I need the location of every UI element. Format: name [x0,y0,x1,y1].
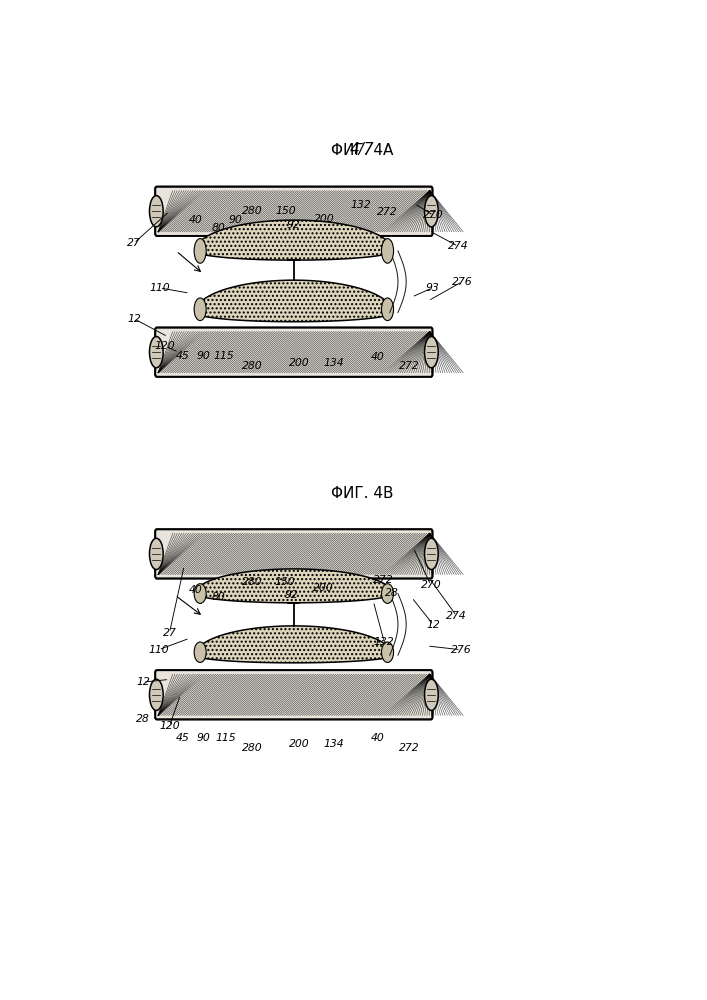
Text: 45: 45 [176,351,189,361]
Ellipse shape [424,196,438,227]
Text: 115: 115 [215,733,235,743]
Polygon shape [195,280,392,322]
Text: 28: 28 [385,588,398,598]
Text: 272: 272 [377,207,397,217]
Ellipse shape [194,239,206,263]
Ellipse shape [194,642,206,662]
Text: 276: 276 [452,277,472,287]
Text: 200: 200 [289,739,310,749]
Text: 12: 12 [136,677,150,687]
FancyBboxPatch shape [156,328,433,377]
Text: 280: 280 [243,743,263,753]
Ellipse shape [382,584,394,603]
Polygon shape [195,220,392,260]
Text: 40: 40 [188,215,202,225]
Text: 120: 120 [159,721,180,731]
FancyBboxPatch shape [156,529,433,579]
Text: 280: 280 [243,361,263,371]
Ellipse shape [149,337,163,368]
Ellipse shape [149,196,163,227]
Ellipse shape [424,337,438,368]
Text: 200: 200 [289,358,310,368]
Text: 28: 28 [136,714,150,724]
Ellipse shape [194,584,206,603]
Text: 270: 270 [421,580,441,590]
Text: 80: 80 [211,223,225,233]
Text: 134: 134 [324,358,344,368]
Text: 132: 132 [351,200,372,210]
Text: 110: 110 [148,645,169,655]
Polygon shape [195,626,392,663]
Text: 40: 40 [370,733,385,743]
Ellipse shape [149,538,163,570]
Text: 132: 132 [374,637,395,647]
Text: 92: 92 [287,220,300,230]
Ellipse shape [424,538,438,570]
Ellipse shape [382,642,394,662]
Text: 272: 272 [373,575,394,585]
Text: 80: 80 [211,592,225,602]
Text: 115: 115 [214,351,235,361]
Text: 45: 45 [176,733,189,743]
Text: 110: 110 [149,283,170,293]
Text: 134: 134 [324,739,344,749]
Text: 4/7: 4/7 [350,142,375,157]
Ellipse shape [382,239,394,263]
Ellipse shape [424,679,438,710]
Text: 200: 200 [314,214,334,224]
Ellipse shape [149,679,163,710]
Text: 90: 90 [228,215,242,225]
Text: 274: 274 [446,611,467,621]
Text: 272: 272 [399,361,419,371]
Text: 270: 270 [423,210,444,220]
Text: 120: 120 [155,341,175,351]
Text: 40: 40 [188,585,202,595]
Text: 93: 93 [426,283,439,293]
Text: 274: 274 [448,241,469,251]
FancyBboxPatch shape [156,187,433,236]
Text: 280: 280 [243,206,263,216]
Text: 27: 27 [163,628,176,638]
FancyBboxPatch shape [156,670,433,719]
Text: ΦИГ. 4В: ΦИГ. 4В [331,486,394,501]
Polygon shape [195,569,392,603]
Text: 90: 90 [197,733,210,743]
Text: 90: 90 [197,351,210,361]
Text: 27: 27 [127,238,141,248]
Ellipse shape [382,298,394,321]
Text: 272: 272 [399,743,419,753]
Text: 150: 150 [275,206,296,216]
Text: 40: 40 [370,352,385,362]
Text: 200: 200 [312,583,333,593]
Text: 12: 12 [427,620,440,630]
Text: 280: 280 [243,577,263,587]
Text: 92: 92 [284,590,298,600]
Text: 276: 276 [450,645,472,655]
Text: 150: 150 [274,577,295,587]
Text: ΦИГ. 4A: ΦИГ. 4A [331,143,394,158]
Ellipse shape [194,298,206,321]
Text: 12: 12 [127,314,141,324]
